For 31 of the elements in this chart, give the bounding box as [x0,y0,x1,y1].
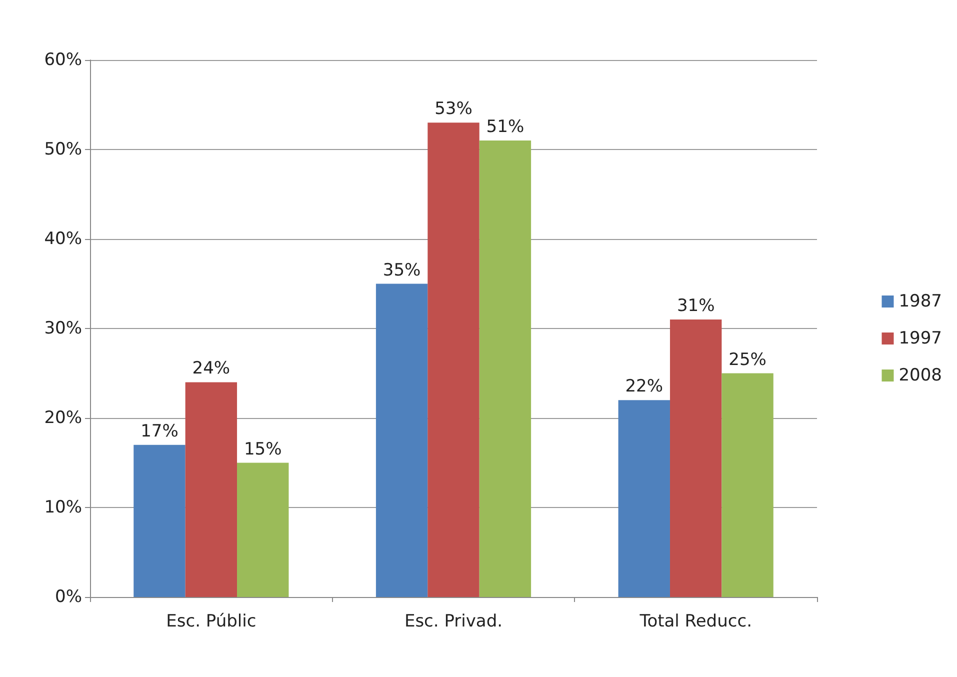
x-tick-label: Total Reducc. [638,612,752,632]
bar [237,462,289,597]
bar [618,400,670,597]
data-label: 53% [434,99,472,120]
bar [134,444,186,597]
data-label: 51% [486,117,524,138]
y-tick-label: 0% [55,587,82,607]
legend-label: 1987 [898,292,942,312]
y-tick-label: 50% [44,140,82,160]
x-tick-label: Esc. Privad. [404,612,503,632]
y-tick-label: 60% [44,50,82,70]
data-label: 17% [140,421,178,442]
y-tick-label: 40% [44,229,82,249]
data-label: 31% [676,296,715,316]
bar [670,320,722,597]
data-label: 22% [625,376,664,397]
y-tick-label: 10% [44,498,82,518]
y-tick-label: 30% [44,318,82,338]
bar [479,140,532,597]
bar [428,122,480,597]
y-tick-label: 20% [44,408,82,428]
data-label: 25% [728,350,766,370]
data-label: 24% [192,358,230,379]
bar [376,284,428,597]
legend-label: 2008 [898,366,942,386]
bar [185,382,238,597]
data-label: 15% [244,439,282,460]
bar [722,373,774,597]
legend-label: 1997 [898,328,942,348]
x-tick-label: Esc. Públic [166,612,256,632]
data-label: 35% [382,260,421,280]
